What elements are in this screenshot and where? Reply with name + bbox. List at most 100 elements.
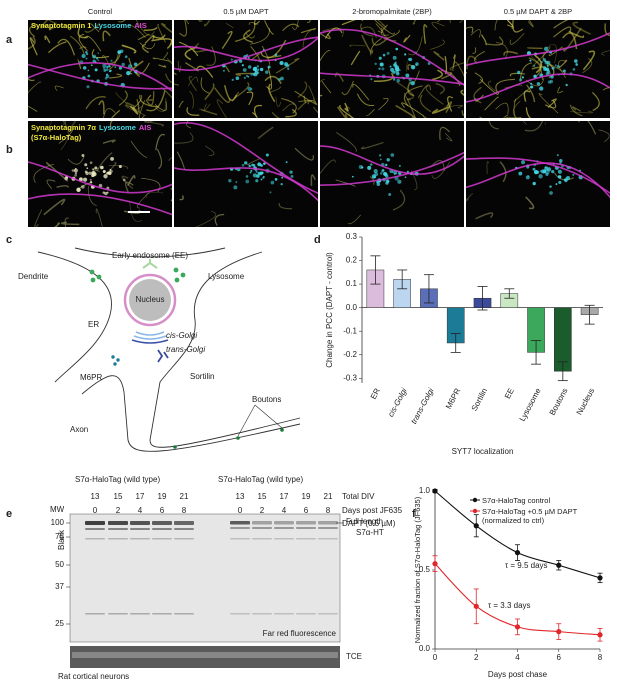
neurite <box>473 50 486 64</box>
neurite <box>260 51 282 58</box>
neurite <box>334 72 344 82</box>
lysosome-spot <box>118 66 122 70</box>
lysosome-spot <box>517 70 521 75</box>
lysosome-spot <box>94 166 98 170</box>
column-title: 2-bromopalmitate (2BP) <box>352 7 432 16</box>
lysosome-spot <box>555 183 558 186</box>
neurite <box>431 106 449 114</box>
gel-band <box>252 527 272 529</box>
lysosome-spot <box>250 169 253 172</box>
neurite <box>130 140 148 158</box>
lane-value: 0 <box>238 506 243 515</box>
lysosome-spot <box>370 163 373 166</box>
lysosome-spot <box>410 65 416 70</box>
neurite <box>264 75 282 84</box>
lysosome-spot <box>103 69 107 72</box>
neurite <box>115 92 133 109</box>
neurite <box>177 60 182 73</box>
neurite <box>512 20 524 33</box>
neurite <box>568 30 585 38</box>
neurite <box>524 121 544 132</box>
lysosome <box>174 277 180 283</box>
lysosome-spot <box>87 69 90 72</box>
axon-initial-segment <box>174 36 318 62</box>
lysosome-spot <box>85 51 88 54</box>
lysosome-spot <box>104 191 108 196</box>
lysosome-spot <box>533 74 537 79</box>
neurite <box>592 92 600 111</box>
lysosome-spot <box>249 171 252 174</box>
neurite <box>526 84 536 103</box>
lysosome <box>90 277 96 283</box>
gel-caption: Far red fluorescence <box>263 629 337 638</box>
neurite <box>85 96 106 110</box>
neurite <box>127 175 136 187</box>
neurite <box>430 39 445 50</box>
neurite <box>187 76 198 87</box>
neurite <box>282 23 300 32</box>
neurite <box>294 90 318 105</box>
neurite <box>29 37 38 56</box>
lysosome-spot <box>405 73 410 78</box>
lysosome-spot <box>404 53 407 56</box>
neurite <box>169 38 172 46</box>
lane-value: 8 <box>326 506 331 515</box>
neurite <box>77 27 88 39</box>
neurite <box>425 85 444 105</box>
neurite <box>129 105 139 115</box>
lysosome-spot <box>259 172 262 175</box>
lysosome-spot <box>572 68 576 71</box>
neurite <box>423 24 428 44</box>
gel-band <box>108 521 128 525</box>
legend-entry: S7α-HaloTag control <box>482 496 551 505</box>
x-tick-label: Sortilin <box>470 387 489 413</box>
diagram-label: Axon <box>70 425 88 434</box>
axon-initial-segment <box>174 36 318 72</box>
mw-label: 37 <box>55 582 64 591</box>
neurite <box>320 159 336 175</box>
lysosome-spot <box>248 164 251 167</box>
gel-band <box>230 613 250 615</box>
neurite <box>392 189 406 211</box>
lysosome-spot <box>544 60 549 65</box>
neurite <box>374 20 395 35</box>
lysosome <box>96 274 102 280</box>
neurite <box>431 161 451 179</box>
neurite <box>109 73 123 79</box>
neurite <box>460 89 464 96</box>
neurite <box>152 57 171 62</box>
lysosome-spot <box>397 179 402 184</box>
neurite <box>422 115 427 118</box>
lysosome-spot <box>386 51 390 55</box>
neurite <box>488 121 499 130</box>
lysosome-spot <box>244 161 248 165</box>
lysosome-spot <box>370 78 373 81</box>
lysosome-spot <box>122 178 126 182</box>
lysosome-spot <box>84 170 88 174</box>
neurite <box>128 24 146 38</box>
neurite <box>57 38 76 56</box>
lysosome-spot <box>407 58 411 61</box>
lysosome-spot <box>127 64 133 69</box>
lysosome-spot <box>92 54 97 59</box>
axon-initial-segment <box>174 166 318 202</box>
neurite <box>214 213 225 226</box>
lane-value: 13 <box>91 492 100 501</box>
gel-band <box>318 538 338 540</box>
gel-band <box>296 521 316 525</box>
lane-value: 6 <box>304 506 309 515</box>
band-label: S7α-HT <box>356 528 384 537</box>
lysosome-spot <box>222 69 225 72</box>
neurite <box>403 85 423 107</box>
lysosome-spot <box>89 161 93 165</box>
neurite <box>486 161 490 175</box>
neurite <box>216 99 227 118</box>
neurite <box>459 20 464 24</box>
neurite <box>554 172 574 181</box>
neurite <box>444 56 448 75</box>
neurite <box>374 72 394 83</box>
neurite <box>431 21 445 30</box>
lysosome-spot <box>539 170 542 173</box>
channel-name: Synaptotagmin 1 <box>31 21 91 30</box>
neurite <box>136 99 140 113</box>
